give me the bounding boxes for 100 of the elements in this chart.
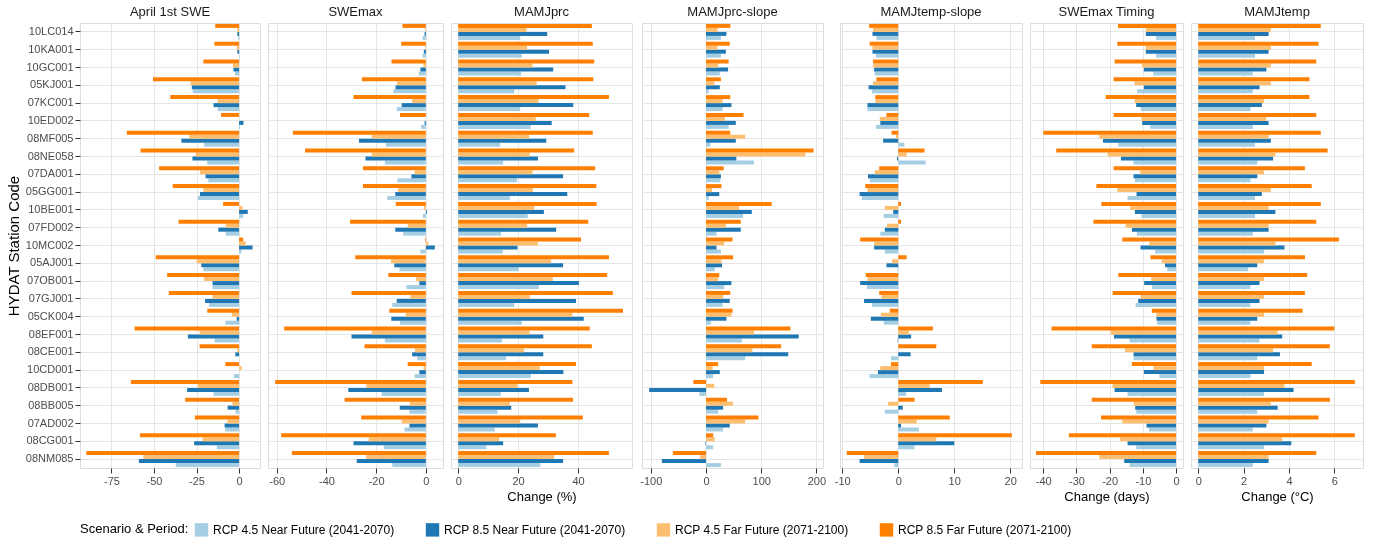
bar	[706, 273, 720, 278]
bar	[389, 308, 426, 313]
bar	[649, 387, 707, 392]
bar	[874, 170, 899, 175]
bar	[706, 35, 721, 40]
bar	[1198, 170, 1265, 175]
bar	[1198, 320, 1251, 325]
bar	[706, 320, 711, 325]
bar	[181, 138, 240, 143]
bar	[199, 192, 240, 197]
bar	[1198, 379, 1355, 384]
bar	[458, 419, 521, 424]
bar	[875, 124, 899, 129]
bar	[1198, 130, 1321, 135]
bar	[414, 348, 426, 353]
bar	[458, 433, 556, 438]
bar	[898, 427, 919, 432]
bar	[155, 255, 240, 260]
bar	[233, 374, 240, 379]
bar	[291, 451, 426, 456]
bar	[1198, 263, 1258, 268]
bar	[1198, 455, 1269, 460]
bar	[203, 277, 240, 282]
bar	[1198, 160, 1258, 165]
bar	[458, 160, 504, 165]
bar	[706, 419, 746, 424]
bar	[239, 213, 244, 218]
bar	[706, 366, 713, 371]
bar	[861, 196, 899, 201]
bar	[458, 192, 568, 197]
bar	[458, 99, 539, 104]
bar	[898, 160, 926, 165]
bar	[706, 249, 721, 254]
bar	[213, 391, 240, 396]
bar	[706, 401, 734, 406]
bar	[371, 152, 426, 157]
bar	[871, 89, 899, 94]
bar	[706, 338, 742, 343]
bar	[458, 451, 609, 456]
x-tick-label: -60	[269, 474, 286, 487]
bar	[867, 107, 899, 112]
bar	[876, 35, 899, 40]
x-tick-label: 20	[1004, 474, 1017, 487]
bar	[197, 196, 240, 201]
bar	[1198, 99, 1265, 104]
bar	[458, 401, 510, 406]
bar	[391, 259, 426, 264]
bar	[458, 362, 576, 367]
bar	[1198, 451, 1317, 456]
bar	[170, 95, 240, 100]
bar	[420, 249, 426, 254]
bar	[168, 290, 240, 295]
bar	[196, 259, 240, 264]
y-tick-label: 10LC014	[28, 24, 74, 37]
bar	[398, 188, 426, 193]
bar	[458, 124, 531, 129]
bar	[706, 330, 755, 335]
bar	[706, 437, 715, 442]
bar	[1198, 463, 1253, 468]
bar	[1198, 49, 1269, 54]
bar	[1198, 205, 1269, 210]
bar	[860, 237, 899, 242]
bar	[1198, 308, 1303, 313]
bar	[706, 219, 741, 224]
bar	[159, 166, 240, 171]
bar	[706, 312, 732, 317]
x-tick-label: 0	[895, 474, 902, 487]
bar	[1198, 35, 1255, 40]
bar	[1198, 383, 1285, 388]
bar	[205, 298, 240, 303]
bar	[1198, 249, 1265, 254]
bar	[880, 231, 899, 236]
bar	[395, 227, 426, 232]
bar	[1198, 103, 1262, 108]
bar	[396, 107, 426, 112]
bar	[458, 103, 574, 108]
bar	[706, 27, 718, 32]
bar	[397, 178, 426, 183]
y-tick-label: 05CK004	[27, 309, 74, 322]
bar	[1198, 184, 1312, 189]
bar	[872, 49, 899, 54]
y-tick-label: 10CD001	[27, 363, 74, 376]
bar	[898, 441, 955, 446]
bar	[859, 192, 899, 197]
bar	[892, 259, 899, 264]
bar	[898, 219, 902, 224]
x-tick-label: -40	[1035, 474, 1052, 487]
x-tick-label: -10	[834, 474, 851, 487]
bar	[1198, 152, 1276, 157]
bar	[1198, 134, 1269, 139]
bar	[706, 356, 746, 361]
bar	[884, 205, 899, 210]
bar	[458, 338, 502, 343]
bar	[458, 120, 552, 125]
x-tick-label: 100	[752, 474, 771, 487]
bar	[1198, 89, 1253, 94]
bar	[706, 223, 726, 228]
bar	[275, 379, 426, 384]
bar	[227, 419, 240, 424]
bar	[458, 196, 510, 201]
